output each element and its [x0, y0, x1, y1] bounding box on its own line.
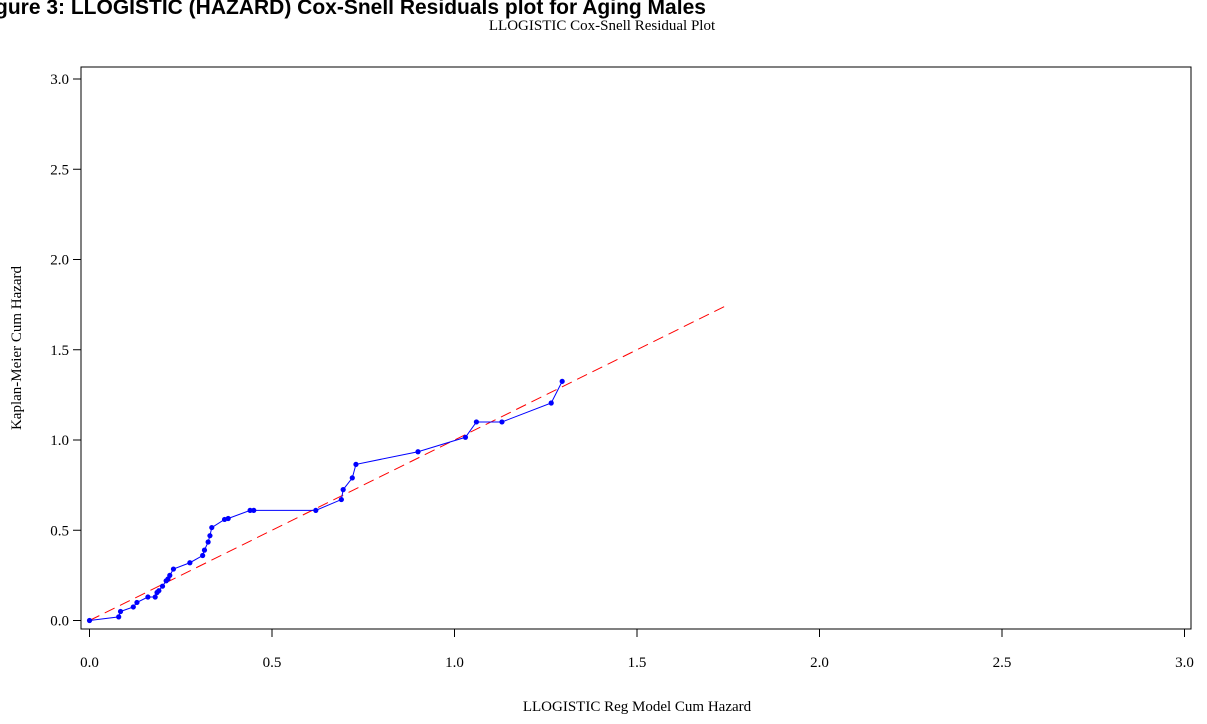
- y-tick-label: 3.0: [50, 72, 69, 88]
- data-point: [152, 594, 158, 600]
- x-tick-label: 2.5: [993, 655, 1012, 671]
- data-point: [187, 560, 193, 566]
- data-point: [548, 400, 554, 406]
- data-point: [117, 608, 124, 615]
- data-point: [251, 507, 257, 513]
- y-tick-label: 2.0: [50, 253, 69, 269]
- data-point: [247, 507, 253, 513]
- x-tick-label: 1.5: [628, 655, 647, 671]
- data-point: [207, 533, 213, 539]
- data-point: [134, 599, 140, 606]
- y-axis: 0.0 0.5 1.0 1.5 2.0 2.5 3.0: [50, 72, 81, 630]
- figure-header: gure 3: LLOGISTIC (HAZARD) Cox-Snell Res…: [0, 0, 706, 19]
- x-tick-label: 2.0: [810, 655, 829, 671]
- data-point: [473, 419, 479, 425]
- data-point: [167, 572, 173, 578]
- reference-line: [89, 304, 729, 621]
- data-point: [159, 583, 166, 589]
- x-tick-label: 3.0: [1175, 655, 1194, 671]
- data-point: [130, 604, 136, 610]
- data-point: [462, 434, 469, 440]
- plot-frame: [80, 66, 1192, 630]
- km-series-line: [89, 381, 563, 621]
- data-point: [340, 487, 346, 493]
- data-point: [338, 496, 344, 503]
- y-tick-label: 1.0: [50, 433, 69, 449]
- data-point: [200, 552, 206, 559]
- data-point: [209, 524, 215, 531]
- y-tick-label: 0.0: [50, 614, 69, 630]
- chart-title: LLOGISTIC Cox-Snell Residual Plot: [489, 18, 716, 34]
- y-tick-label: 1.5: [50, 343, 69, 359]
- data-point: [156, 588, 162, 594]
- series-layer: [86, 304, 729, 624]
- data-point: [201, 547, 208, 553]
- x-tick-label: 0.0: [80, 655, 99, 671]
- data-point: [415, 449, 421, 455]
- y-tick-label: 0.5: [50, 523, 69, 539]
- x-tick-label: 0.5: [263, 655, 282, 671]
- data-point: [116, 614, 122, 620]
- y-axis-label: Kaplan-Meier Cum Hazard: [9, 265, 25, 430]
- data-point: [349, 475, 355, 481]
- data-point: [559, 378, 565, 384]
- data-point: [499, 419, 505, 425]
- y-tick-label: 2.5: [50, 162, 69, 178]
- data-point: [170, 566, 177, 572]
- data-point: [145, 594, 151, 600]
- data-point: [313, 507, 319, 513]
- data-point: [205, 539, 211, 545]
- x-tick-label: 1.0: [445, 655, 464, 671]
- x-axis-label: LLOGISTIC Reg Model Cum Hazard: [523, 699, 752, 715]
- data-point: [353, 461, 359, 467]
- data-point: [86, 617, 93, 624]
- x-axis: 0.0 0.5 1.0 1.5 2.0 2.5 3.0: [80, 629, 1194, 671]
- data-point: [225, 515, 231, 522]
